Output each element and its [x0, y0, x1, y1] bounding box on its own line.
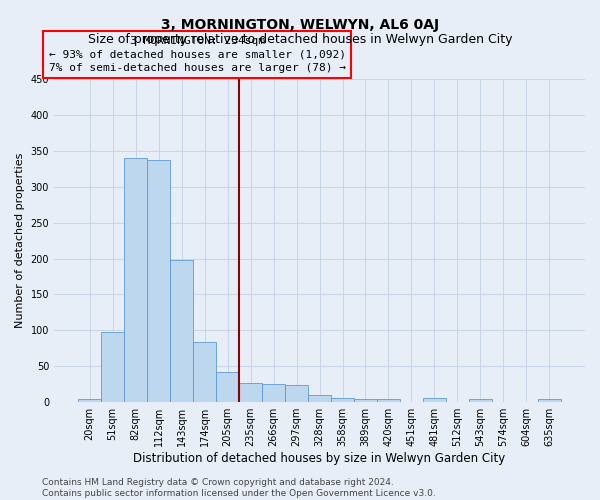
Text: Size of property relative to detached houses in Welwyn Garden City: Size of property relative to detached ho…: [88, 32, 512, 46]
Bar: [354, 398, 377, 402]
X-axis label: Distribution of detached houses by size in Welwyn Garden City: Distribution of detached houses by size …: [133, 452, 506, 465]
Bar: [147, 160, 170, 402]
Bar: [262, 384, 285, 402]
Bar: [78, 398, 101, 402]
Bar: [308, 395, 331, 402]
Text: 3 MORNINGTON: 234sqm
← 93% of detached houses are smaller (1,092)
7% of semi-det: 3 MORNINGTON: 234sqm ← 93% of detached h…: [49, 36, 346, 72]
Text: Contains HM Land Registry data © Crown copyright and database right 2024.
Contai: Contains HM Land Registry data © Crown c…: [42, 478, 436, 498]
Bar: [538, 400, 561, 402]
Bar: [239, 383, 262, 402]
Y-axis label: Number of detached properties: Number of detached properties: [15, 153, 25, 328]
Bar: [124, 158, 147, 402]
Bar: [216, 372, 239, 402]
Bar: [285, 385, 308, 402]
Bar: [423, 398, 446, 402]
Bar: [170, 260, 193, 402]
Bar: [331, 398, 354, 402]
Bar: [193, 342, 216, 402]
Bar: [469, 400, 492, 402]
Text: 3, MORNINGTON, WELWYN, AL6 0AJ: 3, MORNINGTON, WELWYN, AL6 0AJ: [161, 18, 439, 32]
Bar: [377, 400, 400, 402]
Bar: [101, 332, 124, 402]
